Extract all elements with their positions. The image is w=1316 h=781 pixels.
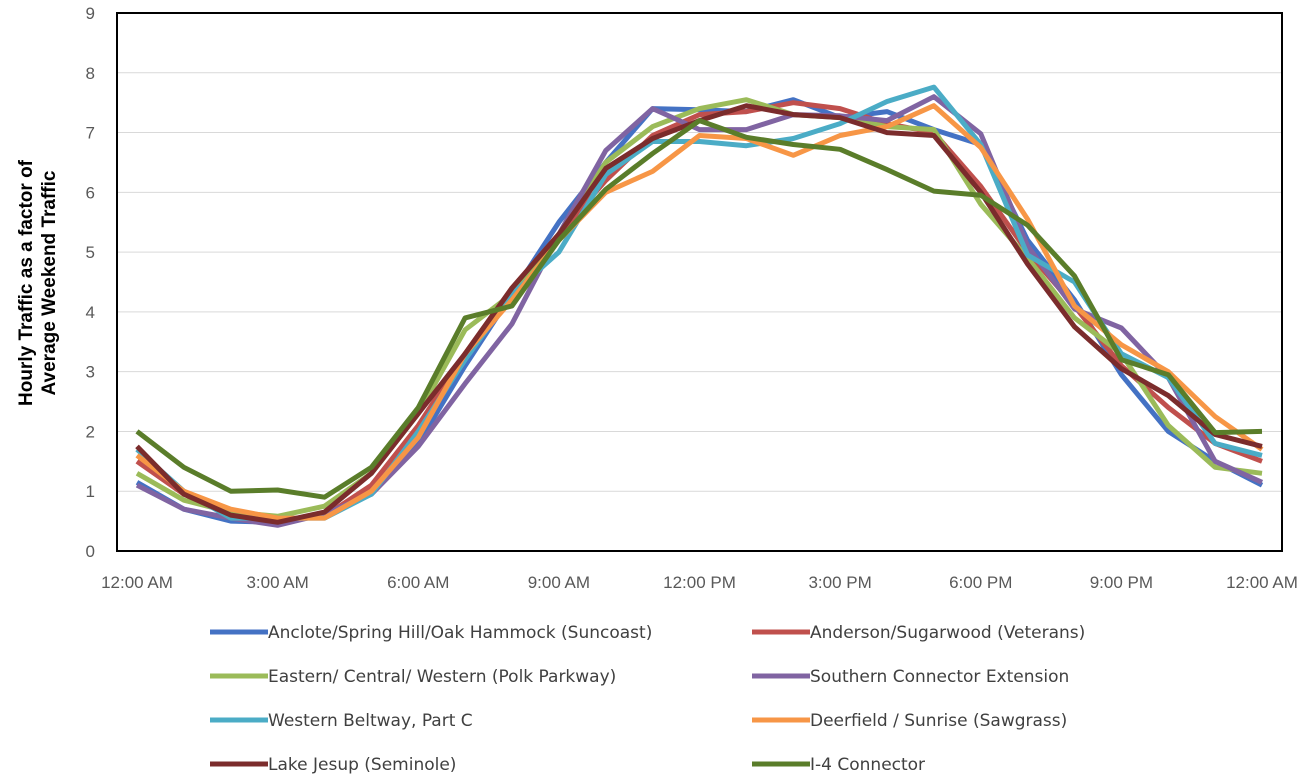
legend-item: Lake Jesup (Seminole) — [210, 755, 456, 775]
legend-label: Deerfield / Sunrise (Sawgrass) — [810, 711, 1067, 731]
y-tick-label: 9 — [86, 4, 95, 23]
x-tick-label: 12:00 AM — [1226, 573, 1298, 592]
y-axis-label-line-1: Hourly Traffic as a factor of — [16, 159, 37, 406]
legend: Anclote/Spring Hill/Oak Hammock (Suncoas… — [210, 623, 1085, 775]
legend-label: Lake Jesup (Seminole) — [268, 755, 456, 775]
y-tick-label: 4 — [86, 303, 95, 322]
legend-item: Southern Connector Extension — [752, 667, 1069, 687]
legend-item: Western Beltway, Part C — [210, 711, 473, 731]
x-tick-label: 6:00 PM — [949, 573, 1012, 592]
series-line-8 — [135, 118, 1263, 500]
y-tick-label: 6 — [86, 183, 95, 202]
series-line-5 — [135, 84, 1263, 521]
y-tick-label: 7 — [86, 124, 95, 143]
x-tick-label: 3:00 AM — [246, 573, 308, 592]
y-axis-ticks: 0 1 2 3 4 5 6 7 8 9 — [86, 4, 95, 561]
gridlines — [117, 72, 1282, 492]
x-axis-ticks: 12:00 AM 3:00 AM 6:00 AM 9:00 AM 12:00 PM 3:0… — [101, 573, 1298, 592]
legend-label: Anclote/Spring Hill/Oak Hammock (Suncoas… — [268, 623, 652, 643]
y-tick-label: 0 — [86, 542, 95, 561]
legend-item: Anderson/Sugarwood (Veterans) — [752, 623, 1085, 643]
series-line-3 — [135, 97, 1263, 519]
legend-item: Anclote/Spring Hill/Oak Hammock (Suncoas… — [210, 623, 652, 643]
legend-label: Eastern/ Central/ Western (Polk Parkway) — [268, 667, 616, 687]
y-axis-label-line-2: Average Weekend Traffic — [39, 170, 60, 395]
series-line-6 — [135, 103, 1264, 521]
y-tick-label: 3 — [86, 363, 95, 382]
x-tick-label: 3:00 PM — [808, 573, 871, 592]
legend-label: Anderson/Sugarwood (Veterans) — [810, 623, 1085, 643]
y-tick-label: 5 — [86, 243, 95, 262]
y-tick-label: 1 — [86, 482, 95, 501]
x-tick-label: 6:00 AM — [387, 573, 449, 592]
y-tick-label: 2 — [86, 422, 95, 441]
legend-label: I-4 Connector — [810, 755, 925, 775]
y-tick-label: 8 — [86, 64, 95, 83]
legend-label: Southern Connector Extension — [810, 667, 1069, 687]
x-tick-label: 12:00 PM — [663, 573, 736, 592]
x-tick-label: 12:00 AM — [101, 573, 173, 592]
x-tick-label: 9:00 PM — [1090, 573, 1153, 592]
legend-label: Western Beltway, Part C — [268, 711, 473, 731]
legend-item: I-4 Connector — [752, 755, 925, 775]
series-lines — [135, 84, 1264, 528]
legend-item: Deerfield / Sunrise (Sawgrass) — [752, 711, 1067, 731]
plot-frame — [116, 12, 1283, 552]
legend-item: Eastern/ Central/ Western (Polk Parkway) — [210, 667, 616, 687]
x-tick-label: 9:00 AM — [528, 573, 590, 592]
